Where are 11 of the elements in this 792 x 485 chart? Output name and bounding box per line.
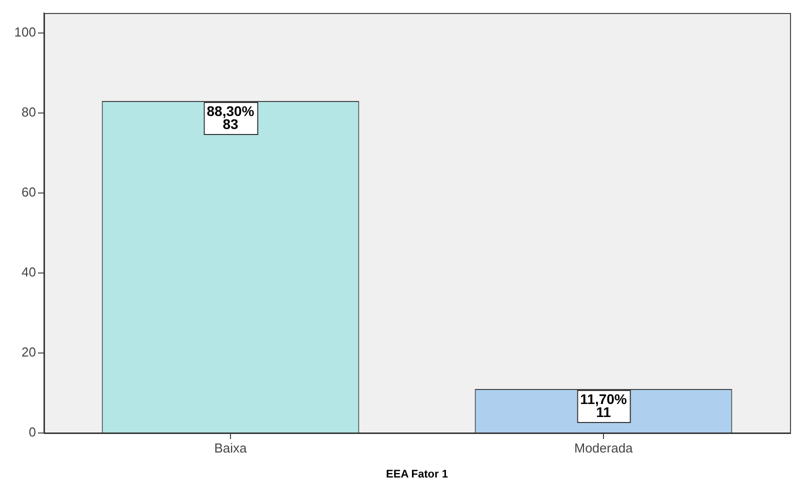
y-tick-label: 60: [22, 184, 36, 200]
y-tick-label: 0: [28, 424, 36, 440]
y-tick-label: 100: [14, 24, 36, 40]
y-tick-label: 80: [22, 104, 36, 120]
data-label: 11,70% 11: [580, 390, 628, 420]
x-tick-label: Baixa: [214, 440, 248, 456]
x-tick-label: Moderada: [574, 440, 634, 456]
x-axis-title: EEA Fator 1: [386, 468, 448, 480]
data-label: 88,30% 83: [206, 102, 255, 132]
y-tick-label: 40: [22, 264, 36, 280]
y-tick-label: 20: [22, 344, 36, 360]
